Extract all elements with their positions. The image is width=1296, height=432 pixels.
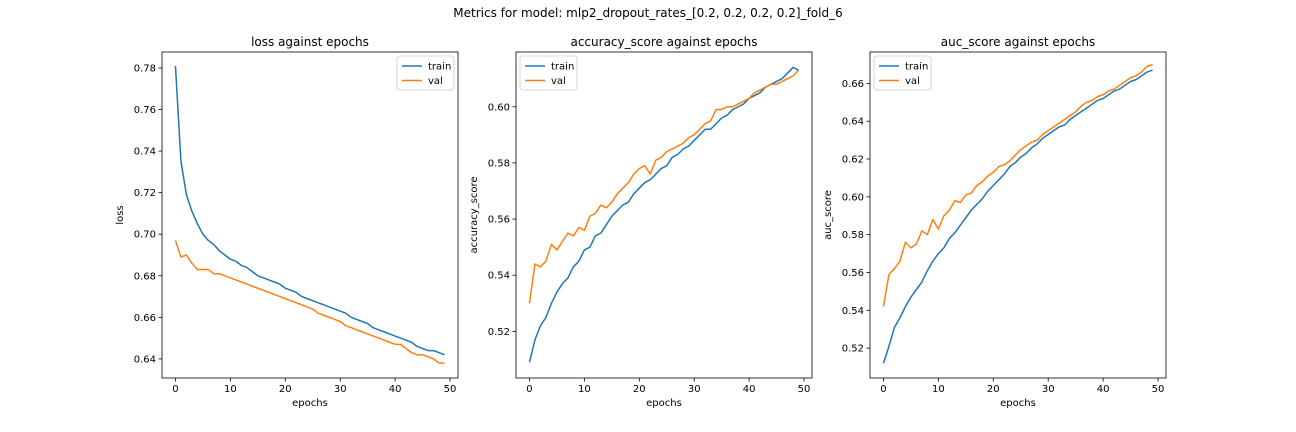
- y-tick-label: 0.64: [134, 354, 156, 365]
- x-tick-label: 50: [1152, 384, 1165, 395]
- x-axis-label: epochs: [646, 398, 682, 409]
- y-tick-label: 0.62: [842, 155, 864, 166]
- series-line-val: [174, 240, 445, 364]
- y-tick-label: 0.52: [842, 344, 864, 355]
- axes-frame: [869, 51, 1167, 379]
- x-tick-label: 30: [1042, 384, 1055, 395]
- y-tick-label: 0.54: [488, 271, 510, 282]
- x-tick-label: 50: [444, 384, 457, 395]
- x-axis-label: epochs: [292, 398, 328, 409]
- y-tick-label: 0.60: [842, 192, 864, 203]
- x-tick-label: 50: [798, 384, 811, 395]
- y-tick-label: 0.70: [134, 230, 156, 241]
- axes-frame: [161, 51, 459, 379]
- x-axis-label: epochs: [1000, 398, 1036, 409]
- x-tick-label: 20: [987, 384, 1000, 395]
- auc-chart-panel: auc_score against epochs 0 10 20 30 40 50 0.52 0…: [823, 35, 1167, 409]
- x-tick-label: 30: [334, 384, 347, 395]
- loss-chart-panel: loss against epochs 0 10 20 30 40 50 0.64 0.66 0.…: [115, 35, 459, 409]
- axes-frame: [515, 51, 813, 379]
- y-tick-label: 0.56: [842, 268, 864, 279]
- y-tick-label: 0.78: [134, 63, 156, 74]
- y-axis-label: accuracy_score: [469, 177, 480, 254]
- accuracy-chart-panel: accuracy_score against epochs 0 10 20 30 40 50…: [469, 35, 813, 409]
- y-tick-label: 0.66: [842, 79, 864, 90]
- series-line-train: [882, 69, 1153, 364]
- legend-box: [873, 55, 932, 91]
- x-tick-label: 10: [224, 384, 237, 395]
- y-tick-label: 0.74: [134, 147, 156, 158]
- y-tick-label: 0.58: [488, 158, 510, 169]
- y-tick-label: 0.60: [488, 102, 510, 113]
- x-tick-label: 40: [743, 384, 756, 395]
- legend-label-train: train: [905, 62, 928, 73]
- legend-label-val: val: [905, 76, 920, 87]
- x-tick-label: 40: [389, 384, 402, 395]
- legend: train val: [873, 55, 932, 91]
- x-tick-label: 0: [526, 384, 532, 395]
- y-axis-label: auc_score: [823, 190, 834, 240]
- x-tick-label: 20: [279, 384, 292, 395]
- legend: train val: [519, 55, 578, 91]
- chart-title: loss against epochs: [251, 35, 369, 49]
- x-tick-label: 30: [688, 384, 701, 395]
- y-tick-label: 0.68: [134, 271, 156, 282]
- x-tick-label: 0: [172, 384, 178, 395]
- y-tick-label: 0.64: [842, 117, 864, 128]
- y-tick-label: 0.56: [488, 215, 510, 226]
- legend-label-val: val: [551, 76, 566, 87]
- series-line-val: [528, 69, 800, 304]
- legend-box: [519, 55, 578, 91]
- x-tick-label: 0: [880, 384, 886, 395]
- y-axis-label: loss: [115, 205, 126, 224]
- y-tick-label: 0.72: [134, 188, 156, 199]
- x-tick-label: 10: [932, 384, 945, 395]
- series-line-train: [528, 66, 799, 363]
- legend-label-train: train: [551, 62, 574, 73]
- x-tick-label: 40: [1097, 384, 1110, 395]
- legend: train val: [396, 55, 455, 91]
- chart-title: auc_score against epochs: [941, 35, 1095, 49]
- series-line-train: [174, 65, 445, 356]
- y-tick-label: 0.66: [134, 313, 156, 324]
- legend-label-val: val: [428, 76, 443, 87]
- y-tick-label: 0.52: [488, 327, 510, 338]
- y-tick-label: 0.54: [842, 306, 864, 317]
- y-tick-label: 0.58: [842, 230, 864, 241]
- x-tick-label: 20: [633, 384, 646, 395]
- x-tick-label: 10: [578, 384, 591, 395]
- chart-title: accuracy_score against epochs: [570, 35, 757, 49]
- legend-box: [396, 55, 455, 91]
- y-tick-label: 0.76: [134, 105, 156, 116]
- figure-suptitle: Metrics for model: mlp2_dropout_rates_[0…: [453, 6, 843, 20]
- series-line-val: [882, 63, 1153, 307]
- legend-label-train: train: [428, 62, 451, 73]
